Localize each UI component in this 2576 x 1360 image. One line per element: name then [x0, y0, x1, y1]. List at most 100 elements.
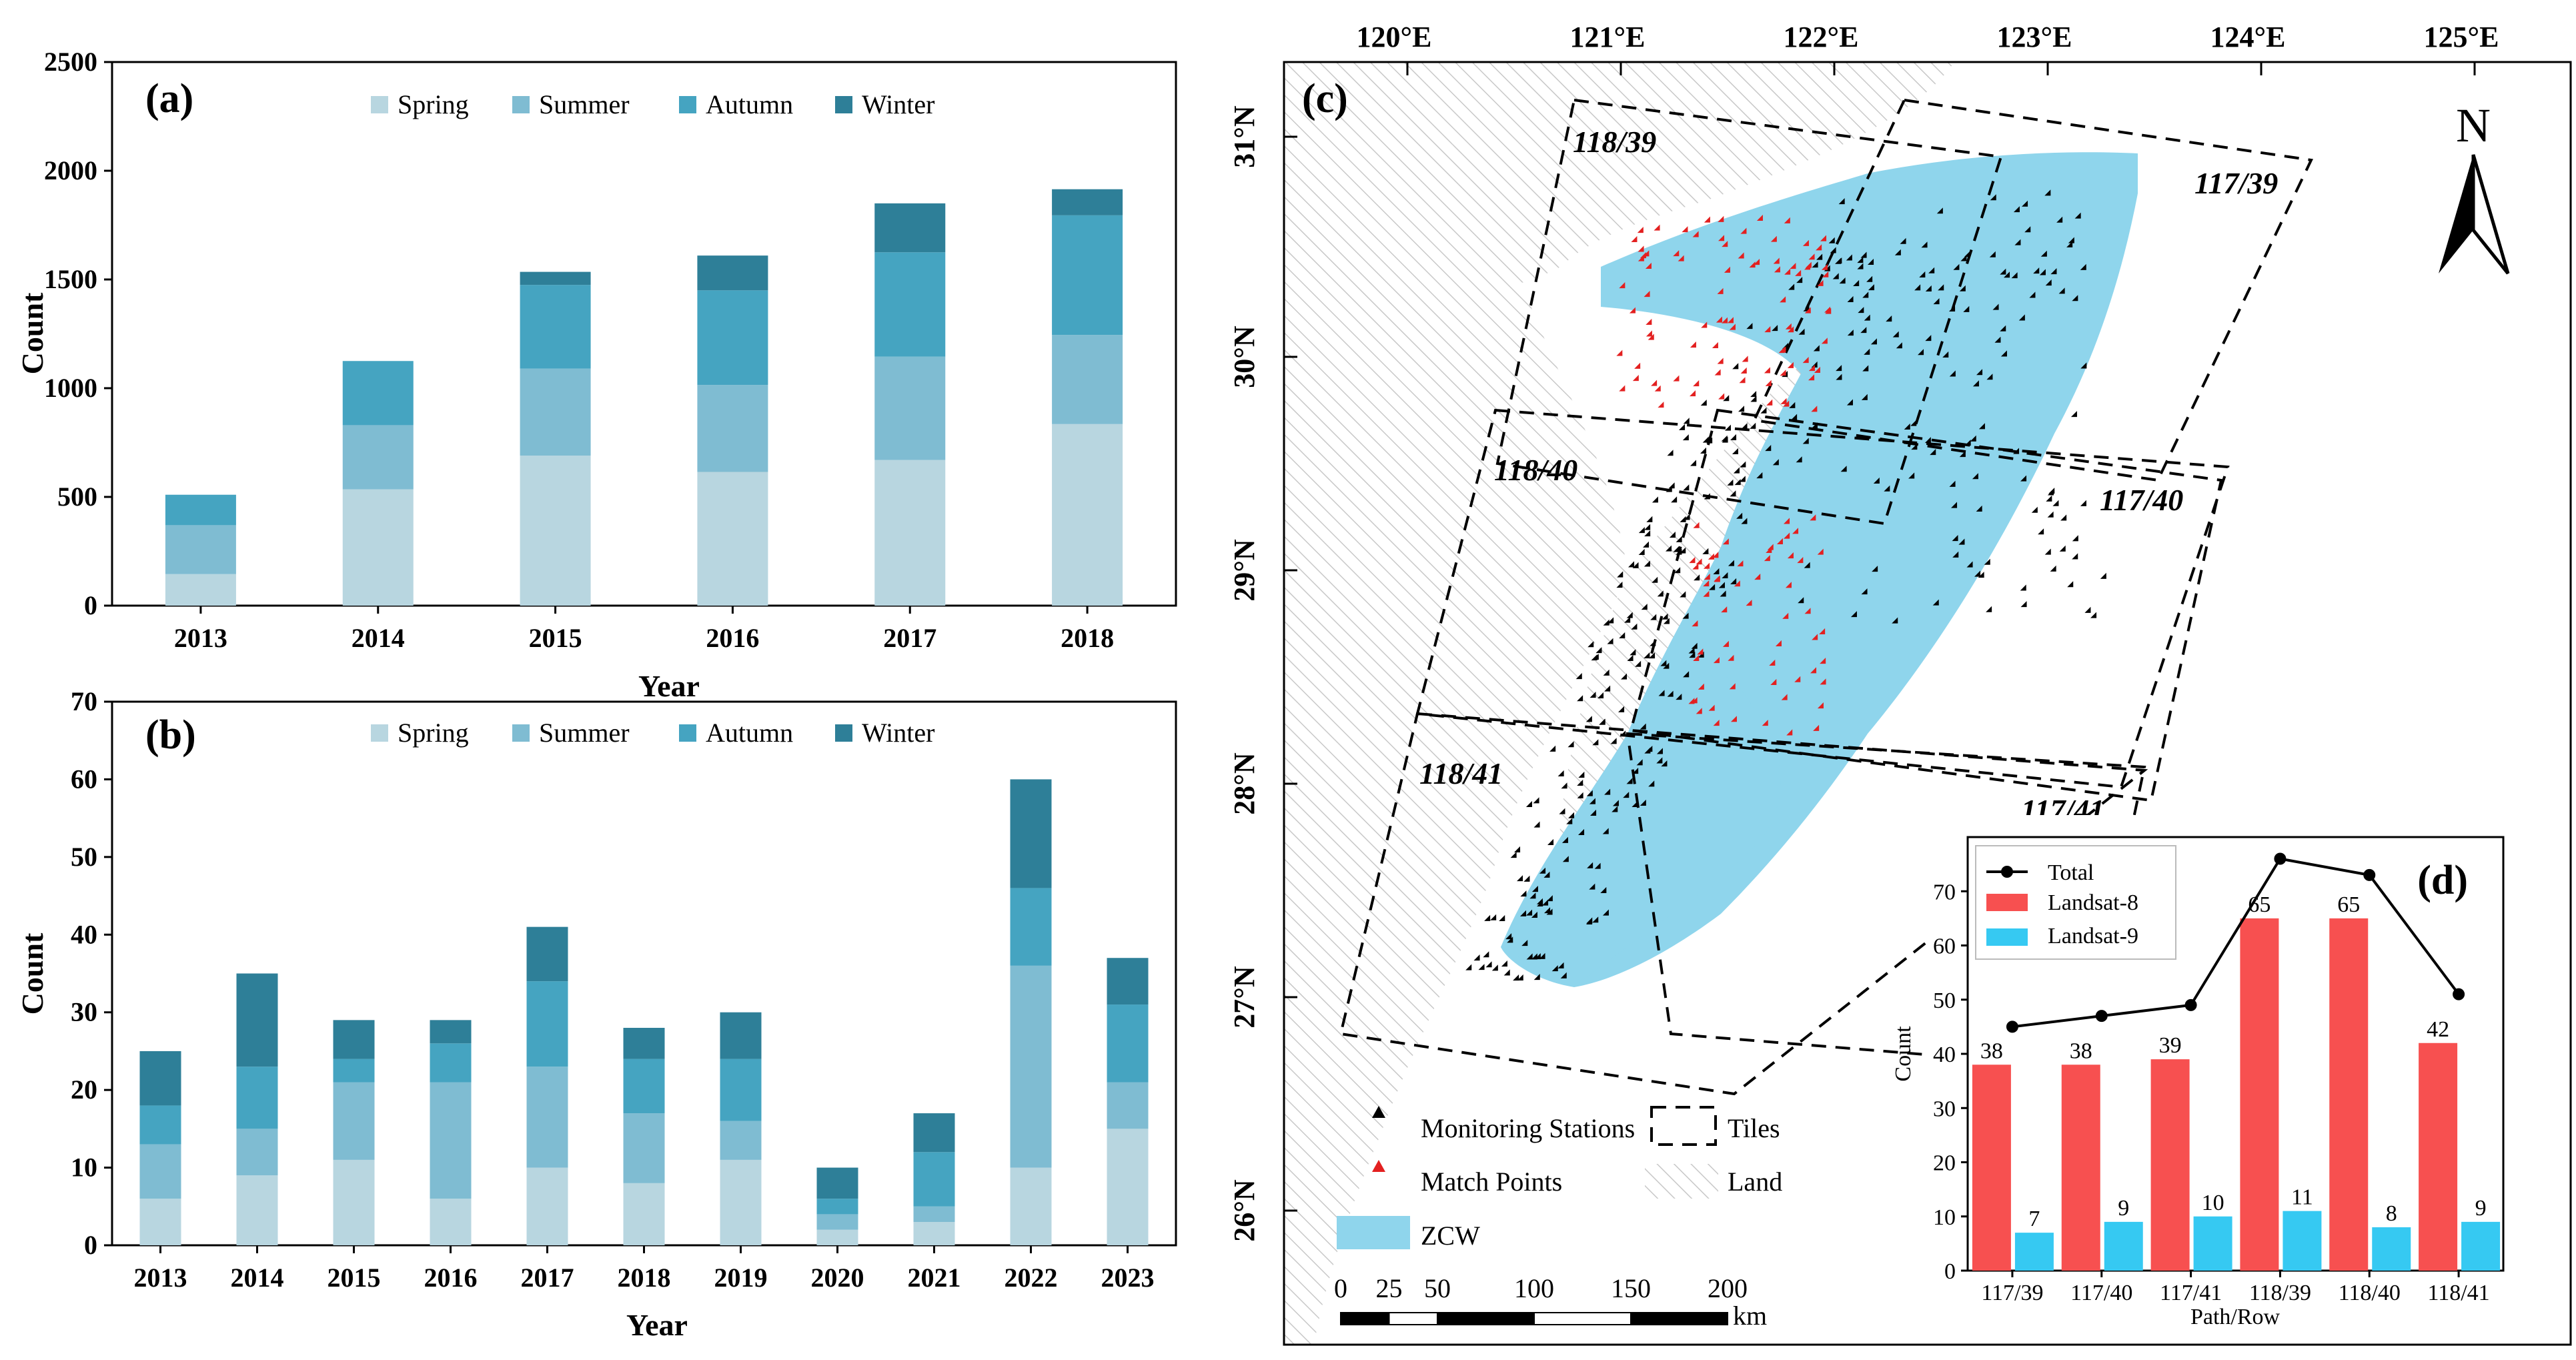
b-bar-2018-summer [623, 1113, 665, 1183]
station-marker [1620, 730, 1626, 737]
match-marker [1808, 374, 1815, 381]
map-panel-label: (c) [1302, 76, 1348, 121]
a-bar-2017-summer [874, 356, 946, 460]
d-bar-landsat9-118/39 [2283, 1211, 2322, 1271]
station-marker [1847, 295, 1854, 302]
d-label-landsat9: 10 [2202, 1191, 2224, 1215]
match-marker [1708, 553, 1714, 560]
tile-117/39 [1752, 98, 2313, 482]
b-bar-2022-winter [1010, 779, 1052, 888]
a-bar-2013-autumn [165, 494, 236, 526]
chart-d-xlabel: Path/Row [2190, 1305, 2281, 1329]
match-points [1616, 214, 1832, 736]
station-marker [1803, 305, 1810, 311]
station-marker [1860, 251, 1867, 258]
match-marker [1697, 648, 1704, 655]
chart-a-legend: Spring Summer Autumn Winter [371, 89, 934, 119]
station-marker [2038, 528, 2044, 535]
match-marker [1698, 683, 1704, 690]
station-marker [1734, 479, 1741, 486]
match-marker [1640, 252, 1646, 259]
station-marker [1626, 778, 1633, 784]
match-marker [1729, 323, 1736, 330]
b-bar-2023-summer [1107, 1082, 1149, 1129]
b-legend-swatch-summer [512, 724, 530, 742]
station-marker [1543, 871, 1550, 878]
match-marker [1774, 266, 1780, 273]
b-bar-2020-summer [816, 1214, 858, 1230]
station-marker [1513, 974, 1519, 981]
match-marker [1689, 557, 1696, 564]
a-bar-2015-autumn [520, 285, 591, 369]
station-marker [1990, 194, 1996, 201]
station-marker [2045, 279, 2052, 286]
station-marker [1892, 617, 1898, 624]
b-legend-autumn: Autumn [706, 718, 793, 748]
station-marker [1683, 484, 1690, 491]
d-ytick-label: 40 [1933, 1043, 1956, 1067]
station-marker [1626, 612, 1633, 618]
scale-tick: 200 [1708, 1273, 1748, 1303]
station-marker [1791, 414, 1798, 420]
station-marker [1680, 547, 1686, 554]
station-marker [2070, 411, 2077, 418]
legend-tiles: Tiles [1728, 1113, 1780, 1143]
d-total-point-118/41 [2453, 988, 2465, 1000]
match-marker [1717, 358, 1724, 364]
station-marker [2040, 250, 2047, 257]
station-marker [1966, 561, 1973, 568]
match-marker [1704, 216, 1710, 223]
station-marker [2068, 237, 2074, 243]
station-marker [1722, 572, 1728, 578]
station-marker [1702, 548, 1709, 554]
chart-d-ylabel: Count [1891, 1026, 1916, 1082]
d-legend-landsat9-swatch [1986, 928, 2028, 946]
station-marker [2039, 269, 2046, 275]
d-legend-total-marker [2001, 866, 2013, 878]
lon-label: 125°E [2424, 21, 2499, 53]
station-marker [2052, 500, 2059, 506]
station-marker [1523, 875, 1530, 882]
station-marker [2011, 272, 2018, 279]
chart-b-legend: Spring Summer Autumn Winter [371, 718, 934, 748]
station-marker [1978, 572, 1984, 578]
tile-118/39 [1495, 98, 2003, 526]
match-marker [1721, 606, 1728, 613]
station-marker [1578, 828, 1585, 835]
b-xtick-label: 2016 [424, 1263, 478, 1293]
b-bar-2023-spring [1107, 1129, 1149, 1245]
d-legend-landsat8: Landsat-8 [2048, 890, 2138, 915]
a-bar-2016-autumn [697, 290, 768, 386]
match-marker [1714, 369, 1721, 376]
station-marker [1671, 496, 1678, 503]
match-marker [1703, 580, 1710, 587]
match-marker [1784, 217, 1790, 223]
station-marker [1704, 493, 1710, 500]
station-marker [1643, 541, 1650, 548]
station-marker [1811, 422, 1818, 429]
station-marker [1667, 690, 1674, 697]
a-ytick-label: 0 [84, 590, 97, 620]
station-marker [1628, 561, 1635, 568]
b-legend-swatch-spring [371, 724, 388, 742]
match-marker [1812, 634, 1818, 640]
station-marker [1641, 604, 1648, 610]
station-marker [1578, 771, 1585, 778]
match-marker [1693, 380, 1700, 387]
station-marker [1680, 516, 1686, 522]
station-marker [1644, 524, 1651, 530]
a-xtick-label: 2017 [883, 623, 936, 653]
a-bar-2018-summer [1052, 335, 1123, 424]
station-marker [1669, 532, 1676, 538]
match-marker [1820, 658, 1826, 664]
match-marker [1808, 253, 1815, 260]
match-marker [1821, 263, 1828, 270]
station-marker [1542, 899, 1549, 906]
station-marker [1644, 530, 1651, 537]
station-marker [1864, 314, 1870, 321]
station-marker [2044, 548, 2051, 555]
station-marker [1544, 907, 1551, 914]
station-marker [1862, 365, 1869, 372]
match-marker [1822, 271, 1829, 277]
match-marker [1792, 528, 1799, 534]
